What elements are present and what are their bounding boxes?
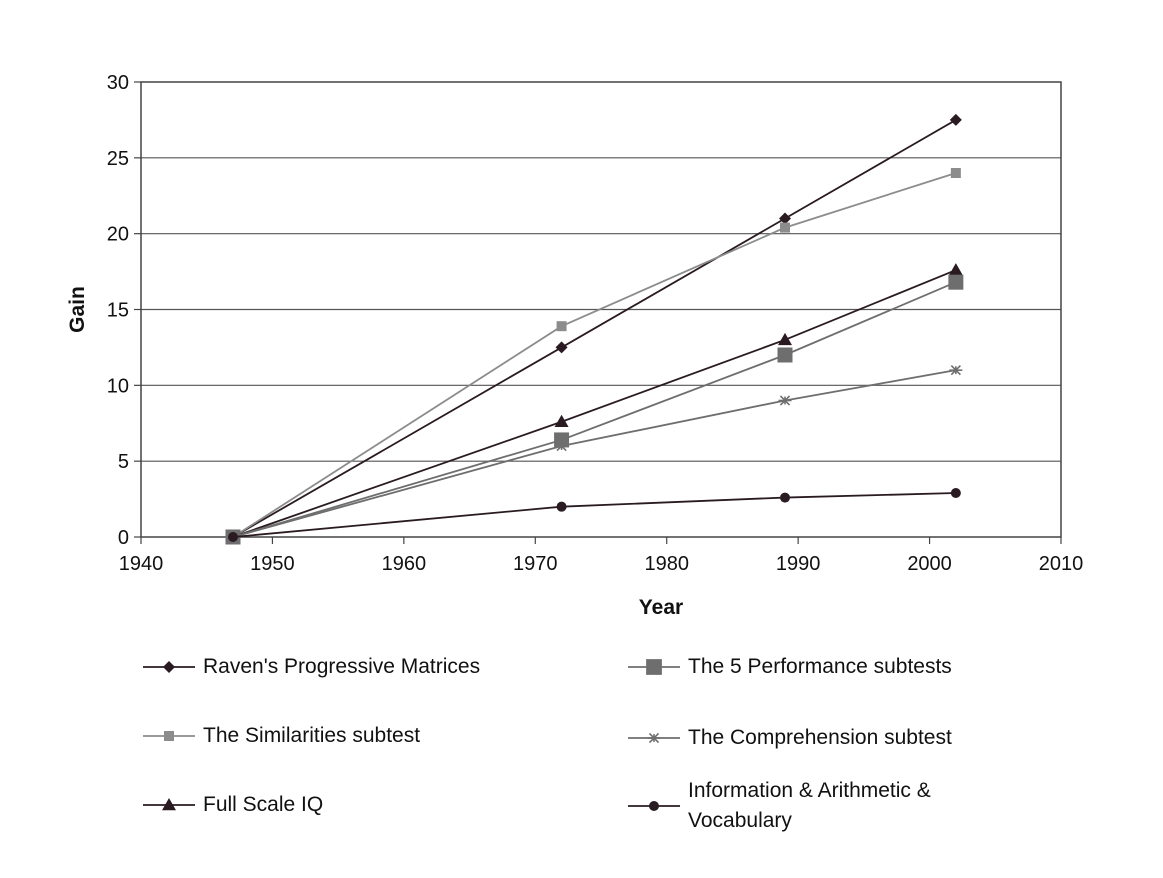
- series-line: [232, 492, 956, 538]
- x-tick-label: 2000: [907, 553, 952, 575]
- series-group: [225, 113, 964, 545]
- y-tick-label: 15: [107, 300, 129, 322]
- diamond-marker-icon: [143, 661, 195, 673]
- x-axis: 1940 1950 1960 1970 1980 1990 2000 2010: [119, 537, 1084, 575]
- x-tick-label: 2010: [1039, 553, 1084, 575]
- x-tick-label: 1990: [776, 553, 821, 575]
- square-marker-icon: [628, 659, 680, 675]
- y-tick-label: 25: [107, 148, 129, 170]
- series-2: [228, 168, 961, 542]
- series-line: [232, 119, 957, 538]
- data-point: [948, 274, 964, 290]
- y-axis-title: Gain: [66, 286, 89, 333]
- data-point: [778, 332, 792, 346]
- x-tick-label: 1960: [382, 553, 427, 575]
- y-tick-label: 20: [107, 224, 129, 246]
- circle-marker-icon: [628, 801, 680, 811]
- data-point: [780, 222, 790, 233]
- x-tick-label: 1970: [513, 553, 558, 575]
- x-tick-label: 1980: [644, 553, 689, 575]
- legend-label: The Similarities subtest: [203, 724, 421, 747]
- series-6: [228, 488, 961, 542]
- legend-item-ravens-progressive-matrices: Raven's Progressive Matrices: [143, 652, 480, 682]
- series-line: [232, 269, 957, 538]
- y-tick-label: 5: [118, 451, 129, 473]
- data-point: [228, 532, 238, 542]
- data-point: [779, 212, 791, 225]
- legend-item-information-arithmetic-vocabulary: Information & Arithmetic & Vocabulary: [628, 776, 931, 836]
- legend-label: Raven's Progressive Matrices: [203, 655, 481, 678]
- data-point: [555, 341, 568, 354]
- series-line: [232, 281, 957, 538]
- x-tick-label: 1940: [119, 553, 164, 575]
- x-tick-label: 1950: [250, 553, 295, 575]
- series-3: [226, 263, 963, 543]
- y-axis: 0 5 10 15 20 25 30: [107, 72, 141, 549]
- data-point: [777, 347, 793, 363]
- series-line: [232, 369, 957, 538]
- y-tick-label: 30: [107, 72, 129, 94]
- data-point: [556, 321, 567, 332]
- square-marker-icon: [143, 731, 195, 741]
- legend-item-full-scale-iq: Full Scale IQ: [143, 790, 323, 820]
- data-point: [556, 501, 567, 512]
- legend-label: The 5 Performance subtests: [688, 655, 952, 678]
- data-point: [949, 113, 962, 126]
- legend-item-5-performance-subtests: The 5 Performance subtests: [628, 652, 952, 682]
- y-tick-label: 0: [118, 527, 129, 549]
- x-axis-title: Year: [639, 596, 683, 619]
- legend-label: Full Scale IQ: [203, 793, 324, 816]
- y-tick-label: 10: [107, 375, 129, 397]
- data-point: [778, 395, 792, 406]
- legend-item-comprehension-subtest: The Comprehension subtest: [628, 723, 952, 753]
- asterisk-marker-icon: [628, 732, 680, 744]
- legend-label: Information & Arithmetic & Vocabulary: [688, 779, 931, 832]
- data-point: [554, 414, 569, 427]
- legend-item-similarities-subtest: The Similarities subtest: [143, 721, 420, 751]
- legend-label: The Comprehension subtest: [688, 726, 952, 749]
- data-point: [780, 492, 790, 503]
- data-point: [950, 168, 961, 178]
- series-line: [232, 172, 957, 538]
- data-point: [949, 365, 963, 376]
- data-point: [950, 488, 961, 499]
- data-point: [554, 432, 570, 448]
- triangle-marker-icon: [143, 798, 195, 811]
- series-1: [227, 113, 962, 543]
- series-5: [226, 365, 963, 543]
- data-point: [555, 440, 569, 452]
- data-point: [948, 263, 963, 276]
